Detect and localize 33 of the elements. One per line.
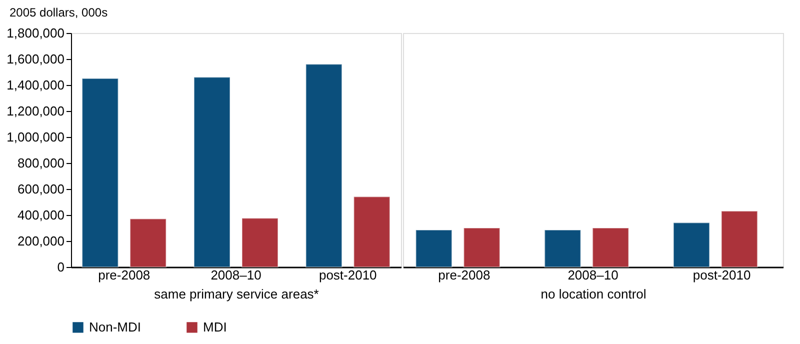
bar [82, 78, 119, 268]
bar [720, 210, 758, 268]
legend-label: MDI [203, 319, 227, 334]
bar [673, 222, 710, 268]
legend-label: Non-MDI [89, 319, 142, 334]
x-axis-title: same primary service areas* [154, 286, 319, 302]
y-tick-label: 1,200,000 [6, 104, 64, 118]
y-tick-label: 1,400,000 [6, 78, 64, 92]
bar [463, 228, 500, 268]
x-tick-label: pre-2008 [438, 268, 490, 282]
y-tick-label: 0 [57, 260, 64, 274]
x-tick-label: pre-2008 [98, 268, 150, 282]
x-axis-title: no location control [540, 286, 646, 302]
bar [592, 228, 630, 268]
y-tick-label: 1,800,000 [6, 26, 64, 40]
y-axis-title: 2005 dollars, 000s [10, 6, 108, 20]
bar [353, 196, 390, 268]
y-tick-label: 200,000 [18, 234, 64, 248]
bar [241, 218, 278, 268]
bar [305, 64, 342, 268]
x-tick-label: 2008–10 [210, 268, 262, 282]
y-tick-label: 800,000 [18, 156, 64, 170]
bar [194, 76, 231, 268]
bar [130, 218, 167, 268]
y-tick-label: 600,000 [18, 182, 64, 196]
y-tick-label: 1,600,000 [6, 52, 64, 66]
x-tick-label: 2008–10 [568, 268, 618, 282]
x-tick-label: post-2010 [318, 268, 377, 282]
y-tick-label: 400,000 [18, 208, 64, 222]
bar [415, 229, 452, 268]
y-tick-label: 1,000,000 [6, 130, 64, 144]
bar [544, 229, 582, 268]
x-tick-label: post-2010 [692, 268, 751, 282]
